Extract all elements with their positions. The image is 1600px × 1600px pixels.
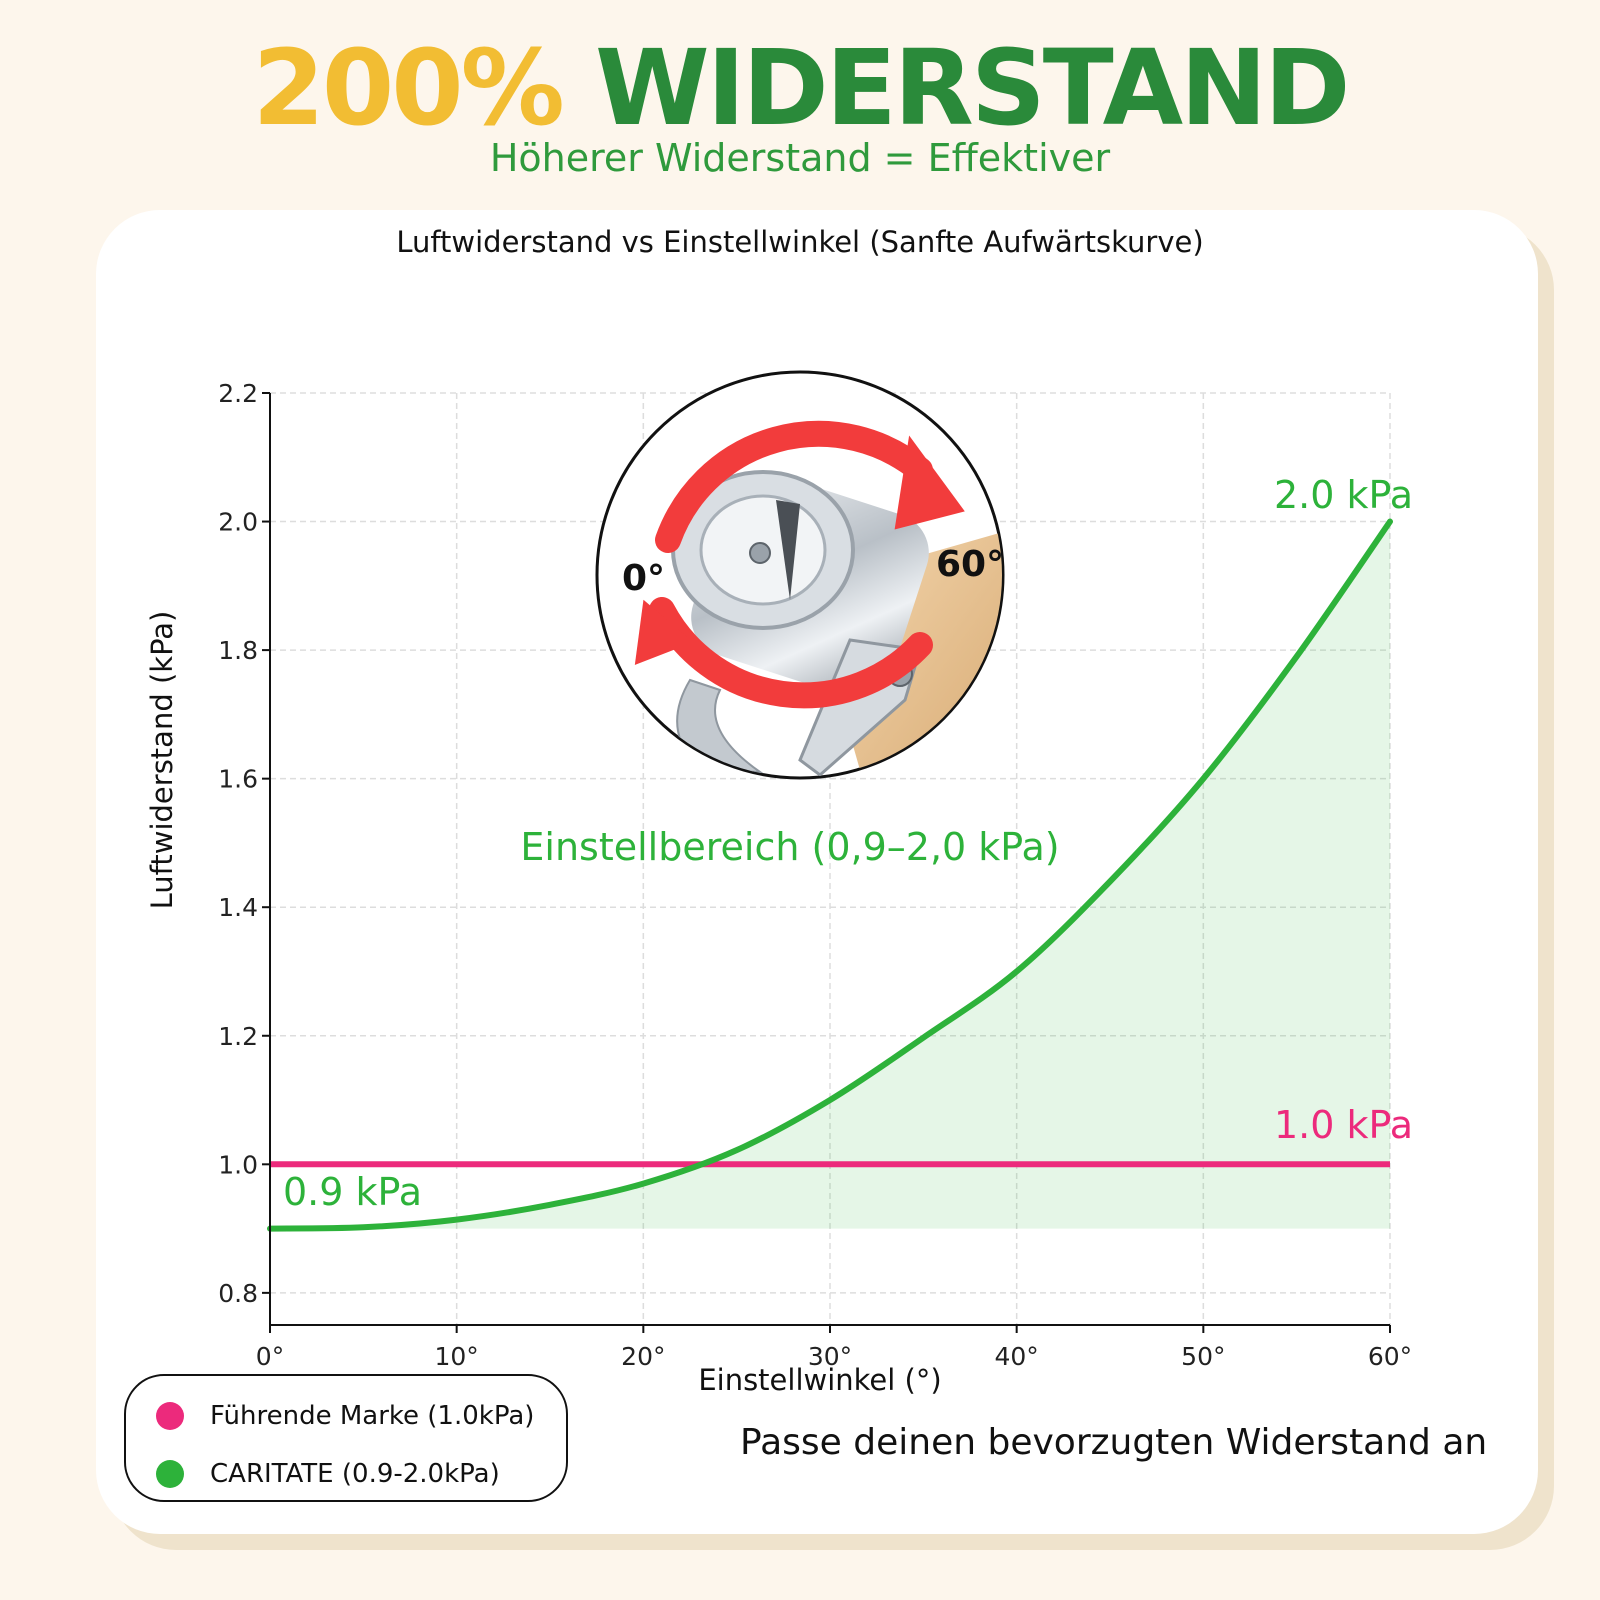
legend-label: CARITATE (0.9-2.0kPa) (210, 1459, 500, 1489)
subheadline: Höherer Widerstand = Effektiver (489, 136, 1111, 180)
inset-label-end: 60° (936, 544, 1004, 585)
annotation-max-value: 2.0 kPa (1274, 473, 1413, 517)
y-tick-label: 1.6 (218, 765, 258, 794)
x-tick-label: 50° (1181, 1342, 1225, 1371)
y-tick-label: 0.8 (218, 1279, 258, 1308)
annotation-min-value: 0.9 kPa (283, 1170, 422, 1214)
legend-item-leading-brand: Führende Marke (1.0kPa) (156, 1396, 534, 1436)
headline: 200% WIDERSTAND (0, 28, 1600, 148)
y-axis-label: Luftwiderstand (kPa) (145, 611, 179, 910)
series-line-caritate (267, 518, 1393, 1232)
inset-label-start: 0° (622, 558, 665, 599)
headline-percent: 200% (252, 27, 564, 149)
ticks: 0° 10° 20° 30° 40° 50° 60° 0.8 1.0 1.2 1.4 1.6 1.8 2.… (218, 379, 1412, 1371)
y-tick-label: 1.4 (218, 893, 258, 922)
footer-note: Passe deinen bevorzugten Widerstand an (740, 1422, 1488, 1463)
x-tick-label: 30° (808, 1342, 852, 1371)
shaded-region-label: Einstellbereich (0,9–2,0 kPa) (520, 825, 1059, 869)
x-tick-label: 60° (1368, 1342, 1412, 1371)
chart-title: Luftwiderstand vs Einstellwinkel (Sanfte… (396, 225, 1204, 259)
legend-swatch (156, 1460, 184, 1488)
y-tick-label: 2.0 (218, 508, 258, 537)
series-layer (267, 518, 1393, 1232)
annotation-competitor-value: 1.0 kPa (1274, 1103, 1413, 1147)
y-tick-label: 2.2 (218, 379, 258, 408)
x-tick-label: 0° (256, 1342, 284, 1371)
y-tick-label: 1.2 (218, 1022, 258, 1051)
shaded-region-area (270, 521, 1390, 1229)
x-tick-label: 20° (621, 1342, 665, 1371)
legend-swatch (156, 1402, 184, 1430)
adjustable-valve-knob-icon: 0° 60° (595, 370, 1005, 780)
y-tick-label: 1.8 (218, 636, 258, 665)
x-axis-label: Einstellwinkel (°) (698, 1363, 941, 1397)
x-tick-label: 40° (995, 1342, 1039, 1371)
shaded-region (270, 521, 1390, 1229)
x-tick-label: 10° (435, 1342, 479, 1371)
legend-item-caritate: CARITATE (0.9-2.0kPa) (156, 1454, 500, 1494)
headline-word: WIDERSTAND (595, 27, 1350, 149)
y-tick-label: 1.0 (218, 1150, 258, 1179)
legend: Führende Marke (1.0kPa) CARITATE (0.9-2.… (124, 1374, 568, 1502)
legend-label: Führende Marke (1.0kPa) (210, 1401, 535, 1431)
